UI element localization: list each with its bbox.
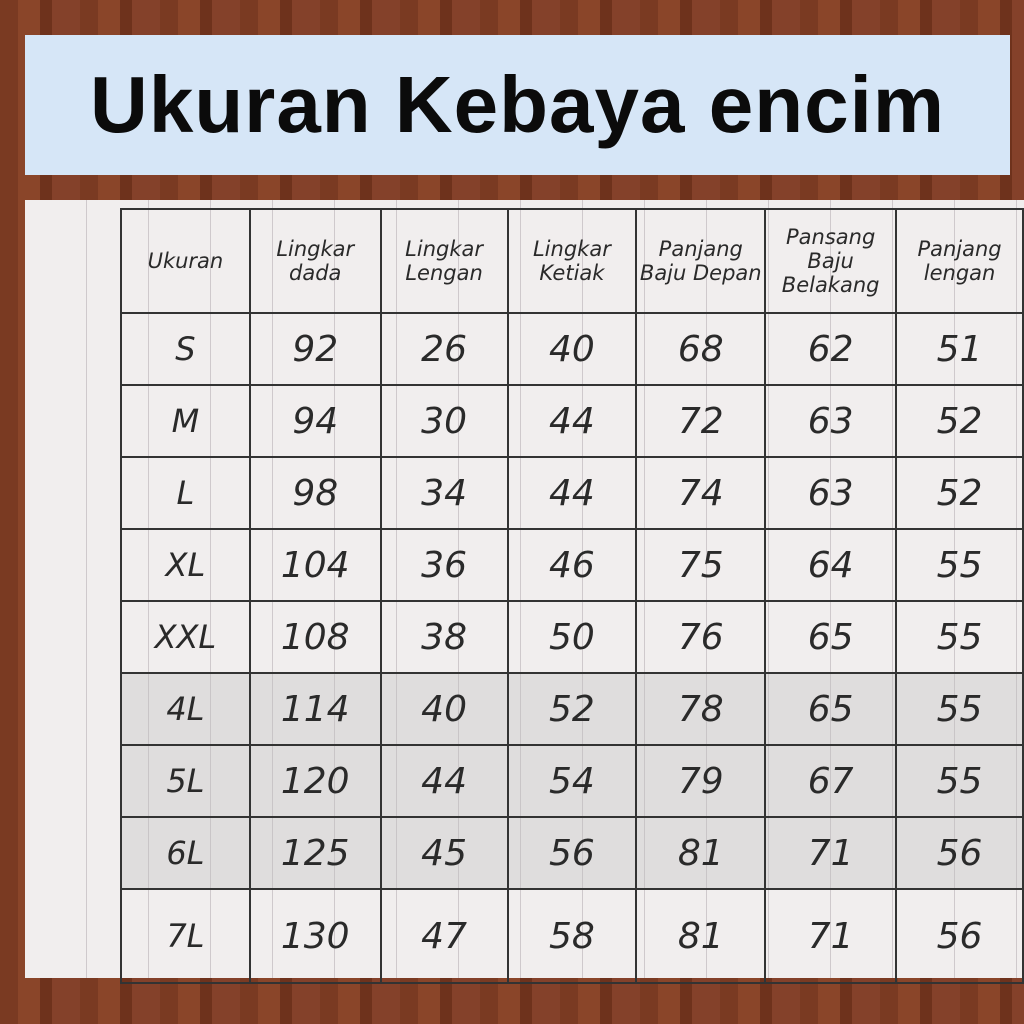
measurement-cell: 34 xyxy=(379,456,509,530)
measurement-cell: 79 xyxy=(635,744,767,818)
measurement-cell: 55 xyxy=(895,672,1024,746)
size-cell: XXL xyxy=(120,600,251,674)
measurement-cell: 58 xyxy=(506,888,638,984)
measurement-cell: 56 xyxy=(895,816,1024,890)
table-row: 4L 114 40 52 78 65 55 xyxy=(120,672,1024,746)
size-cell: 6L xyxy=(120,816,251,890)
table-row: XL 104 36 46 75 64 55 xyxy=(120,528,1024,602)
column-header: Lingkar dada xyxy=(248,208,382,314)
measurement-cell: 65 xyxy=(764,672,898,746)
measurement-cell: 108 xyxy=(248,600,382,674)
measurement-cell: 76 xyxy=(635,600,767,674)
measurement-cell: 130 xyxy=(248,888,382,984)
measurement-cell: 81 xyxy=(635,816,767,890)
measurement-cell: 62 xyxy=(764,312,898,386)
measurement-cell: 52 xyxy=(506,672,638,746)
measurement-cell: 63 xyxy=(764,384,898,458)
measurement-cell: 71 xyxy=(764,816,898,890)
measurement-cell: 71 xyxy=(764,888,898,984)
table-row: 7L 130 47 58 81 71 56 xyxy=(120,888,1024,984)
measurement-cell: 63 xyxy=(764,456,898,530)
size-cell: L xyxy=(120,456,251,530)
measurement-cell: 120 xyxy=(248,744,382,818)
measurement-cell: 72 xyxy=(635,384,767,458)
column-header: Lingkar Ketiak xyxy=(506,208,638,314)
measurement-cell: 50 xyxy=(506,600,638,674)
measurement-cell: 94 xyxy=(248,384,382,458)
measurement-cell: 45 xyxy=(379,816,509,890)
column-header: Pansang Baju Belakang xyxy=(764,208,898,314)
measurement-cell: 36 xyxy=(379,528,509,602)
measurement-cell: 55 xyxy=(895,600,1024,674)
measurement-cell: 65 xyxy=(764,600,898,674)
table-row: S 92 26 40 68 62 51 xyxy=(120,312,1024,386)
measurement-cell: 104 xyxy=(248,528,382,602)
table-row: XXL 108 38 50 76 65 55 xyxy=(120,600,1024,674)
measurement-cell: 74 xyxy=(635,456,767,530)
measurement-cell: 75 xyxy=(635,528,767,602)
size-cell: 7L xyxy=(120,888,251,984)
measurement-cell: 56 xyxy=(506,816,638,890)
measurement-cell: 46 xyxy=(506,528,638,602)
measurement-cell: 52 xyxy=(895,456,1024,530)
measurement-cell: 67 xyxy=(764,744,898,818)
table-row: M 94 30 44 72 63 52 xyxy=(120,384,1024,458)
measurement-cell: 30 xyxy=(379,384,509,458)
size-cell: S xyxy=(120,312,251,386)
measurement-cell: 26 xyxy=(379,312,509,386)
measurement-cell: 44 xyxy=(506,384,638,458)
measurement-cell: 68 xyxy=(635,312,767,386)
table-row: 5L 120 44 54 79 67 55 xyxy=(120,744,1024,818)
measurement-cell: 125 xyxy=(248,816,382,890)
measurement-cell: 40 xyxy=(379,672,509,746)
size-cell: 4L xyxy=(120,672,251,746)
column-header: Panjang lengan xyxy=(895,208,1024,314)
column-header: Ukuran xyxy=(120,208,251,314)
page-title: Ukuran Kebaya encim xyxy=(90,60,945,149)
measurement-cell: 51 xyxy=(895,312,1024,386)
measurement-cell: 92 xyxy=(248,312,382,386)
measurement-cell: 44 xyxy=(379,744,509,818)
measurement-cell: 55 xyxy=(895,528,1024,602)
measurement-cell: 52 xyxy=(895,384,1024,458)
column-header: Panjang Baju Depan xyxy=(635,208,767,314)
measurement-cell: 98 xyxy=(248,456,382,530)
measurement-cell: 44 xyxy=(506,456,638,530)
size-cell: XL xyxy=(120,528,251,602)
measurement-cell: 54 xyxy=(506,744,638,818)
size-cell: 5L xyxy=(120,744,251,818)
column-header: Lingkar Lengan xyxy=(379,208,509,314)
header-row: Ukuran Lingkar dada Lingkar Lengan Lingkar … xyxy=(120,208,1024,314)
measurement-cell: 56 xyxy=(895,888,1024,984)
measurement-cell: 38 xyxy=(379,600,509,674)
measurement-cell: 40 xyxy=(506,312,638,386)
size-table: Ukuran Lingkar dada Lingkar Lengan Lingkar … xyxy=(120,208,1024,984)
measurement-cell: 64 xyxy=(764,528,898,602)
measurement-cell: 55 xyxy=(895,744,1024,818)
measurement-cell: 114 xyxy=(248,672,382,746)
size-chart-paper: Ukuran Lingkar dada Lingkar Lengan Lingkar … xyxy=(25,200,1024,984)
size-cell: M xyxy=(120,384,251,458)
table-row: L 98 34 44 74 63 52 xyxy=(120,456,1024,530)
measurement-cell: 78 xyxy=(635,672,767,746)
title-banner: Ukuran Kebaya encim xyxy=(25,35,1010,175)
table-row: 6L 125 45 56 81 71 56 xyxy=(120,816,1024,890)
measurement-cell: 47 xyxy=(379,888,509,984)
measurement-cell: 81 xyxy=(635,888,767,984)
